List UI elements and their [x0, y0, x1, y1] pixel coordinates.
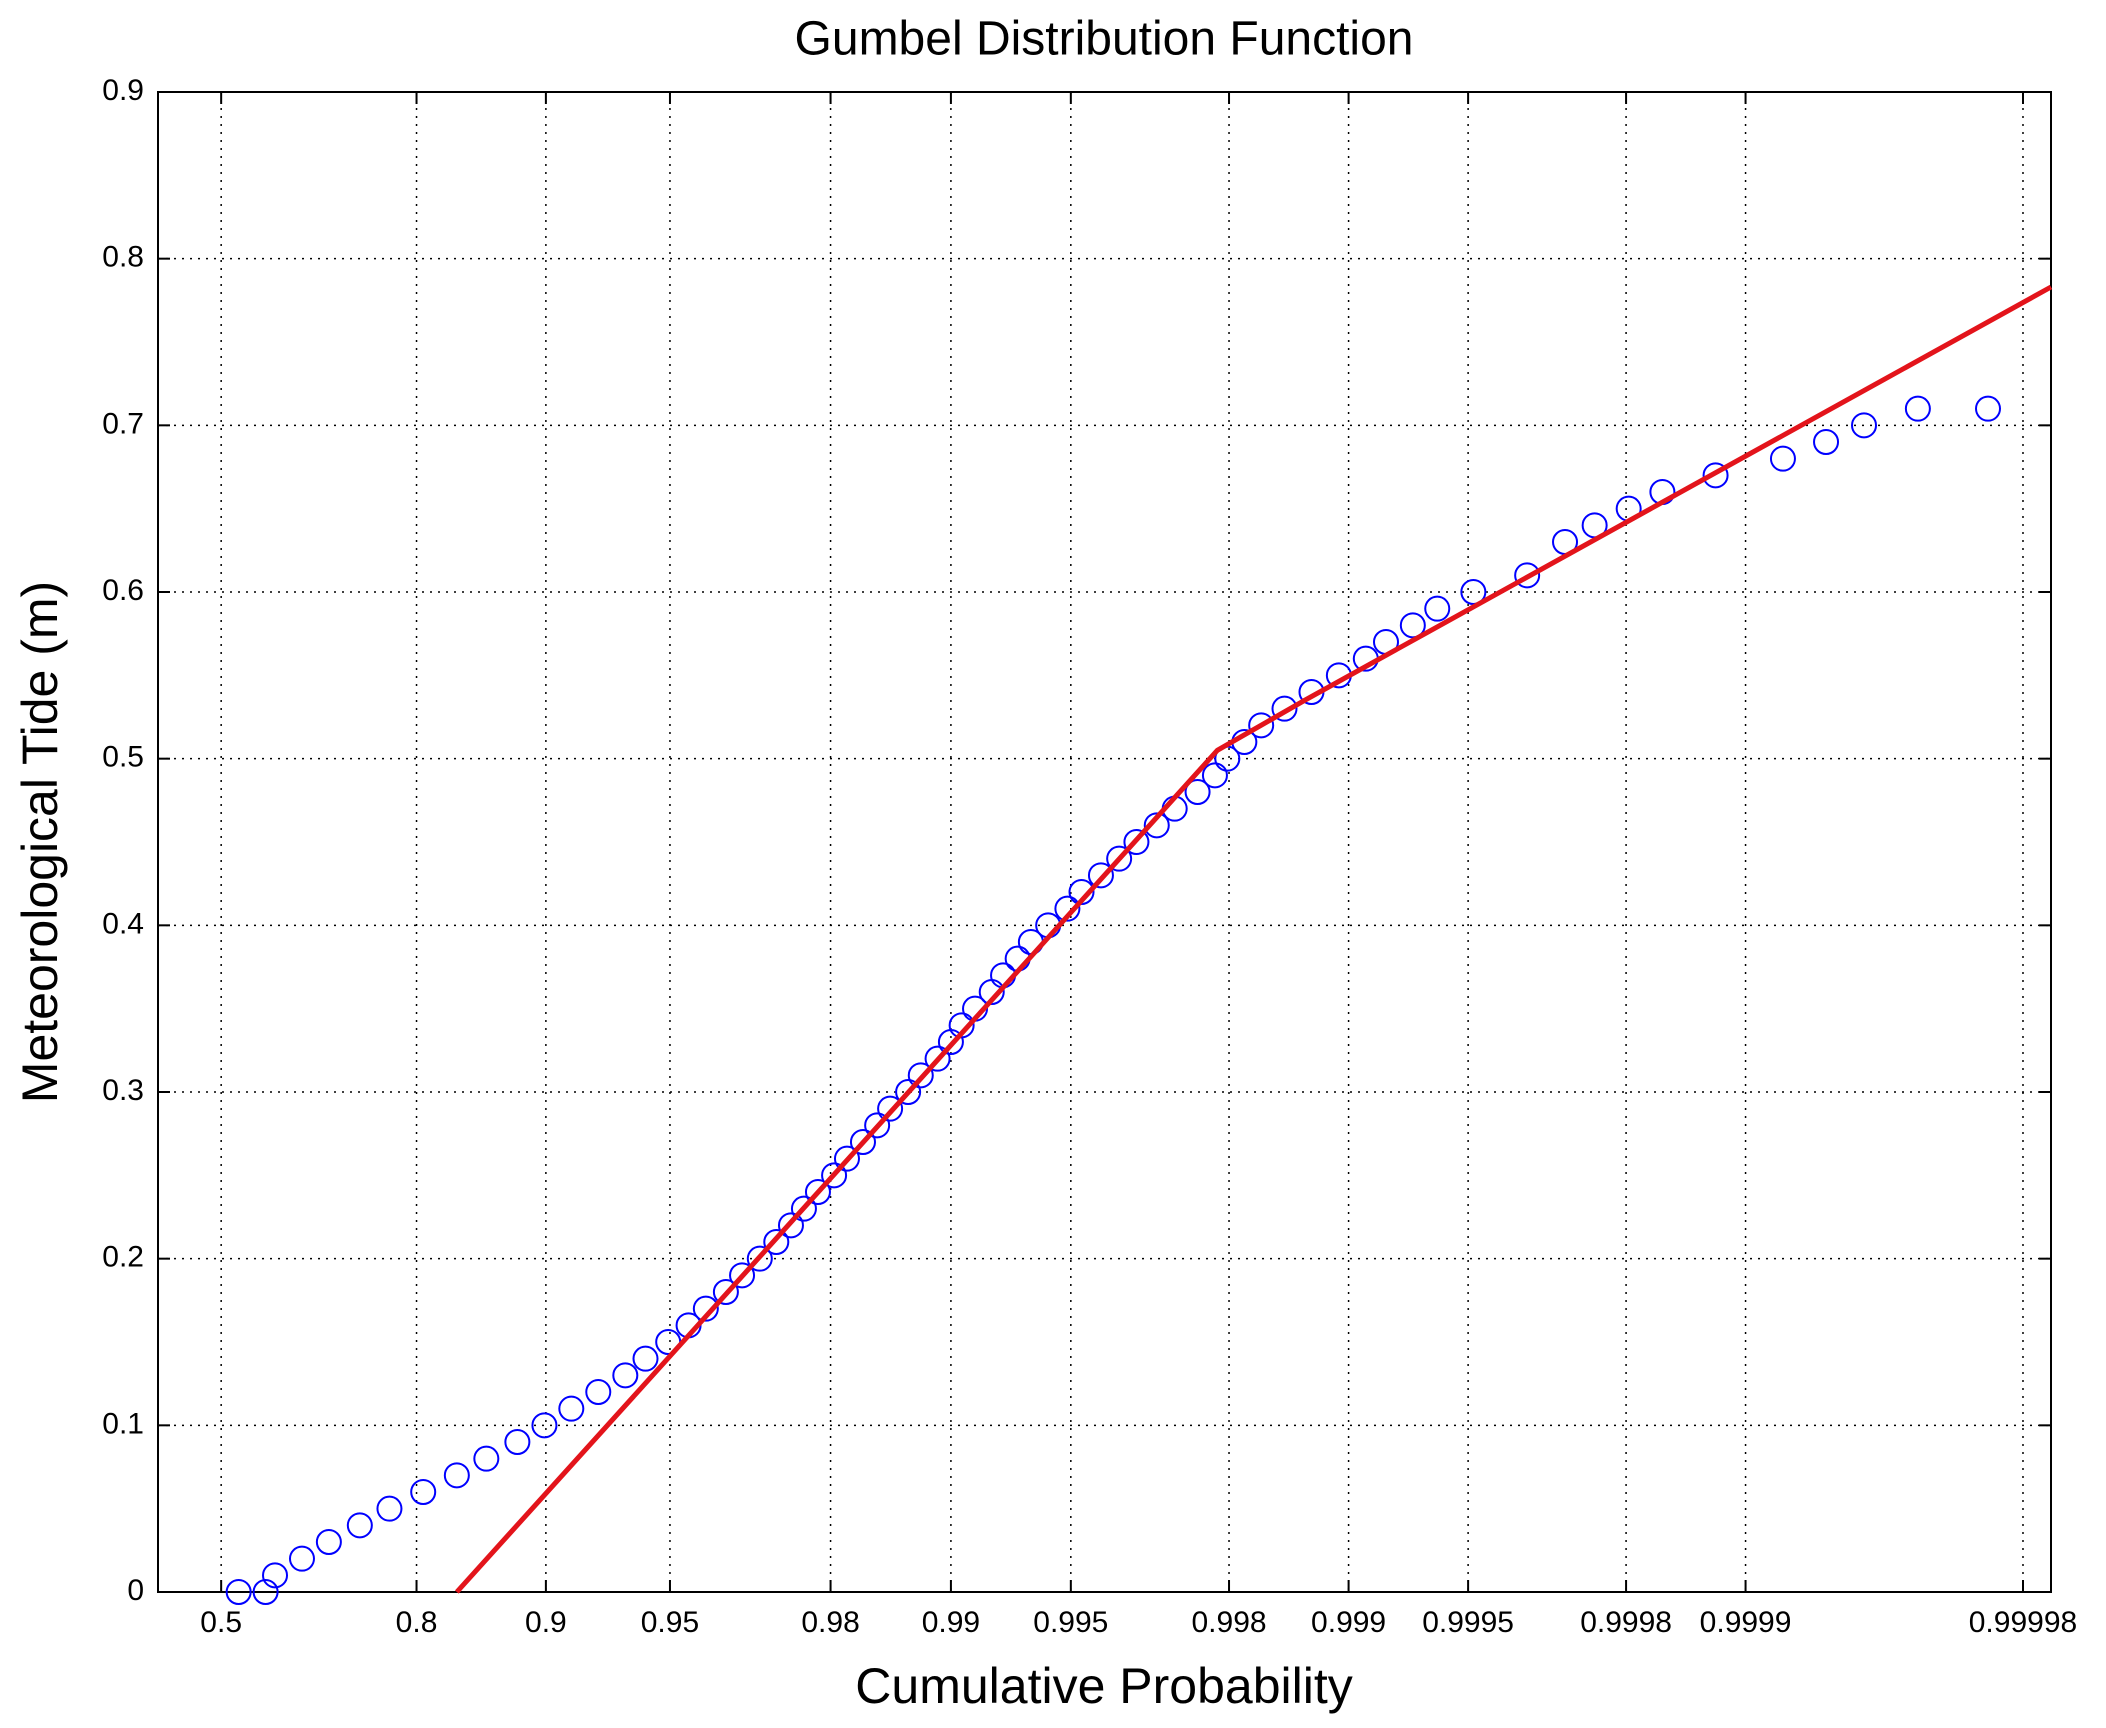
data-point	[1769, 445, 1796, 472]
x-tick-label: 0.99998	[1969, 1606, 2077, 1639]
x-axis-label: Cumulative Probability	[855, 1658, 1352, 1714]
y-tick-label: 0.2	[102, 1241, 144, 1274]
data-point	[504, 1429, 531, 1455]
data-point	[376, 1495, 403, 1522]
data-point	[777, 1212, 804, 1239]
data-point	[1248, 712, 1275, 739]
y-tick-label: 0.8	[102, 241, 144, 274]
data-point	[1143, 812, 1170, 839]
data-point	[729, 1262, 756, 1289]
data-point	[1399, 612, 1426, 639]
data-point	[558, 1395, 585, 1422]
x-tick-label: 0.995	[1033, 1606, 1108, 1639]
data-point	[712, 1279, 739, 1305]
y-tick-label: 0	[127, 1574, 144, 1607]
x-tick-label: 0.9998	[1580, 1606, 1672, 1639]
plot-frame	[157, 91, 2052, 1593]
x-tick-label: 0.9995	[1422, 1606, 1514, 1639]
x-tick-label: 0.999	[1311, 1606, 1386, 1639]
data-point	[225, 1579, 252, 1605]
y-tick-label: 0.4	[102, 907, 144, 940]
data-point	[1904, 395, 1931, 422]
x-tick-label: 0.8	[396, 1606, 438, 1639]
y-tick-label: 0.7	[102, 407, 144, 440]
data-point	[804, 1179, 831, 1205]
data-point	[948, 1012, 975, 1039]
y-tick-label: 0.9	[102, 74, 144, 107]
y-tick-label: 0.3	[102, 1074, 144, 1107]
x-tick-label: 0.98	[801, 1606, 859, 1639]
data-point	[612, 1362, 639, 1389]
data-point	[262, 1562, 289, 1589]
data-point	[895, 1079, 922, 1105]
x-tick-label: 0.95	[641, 1606, 699, 1639]
data-point	[746, 1245, 773, 1272]
y-tick-label: 0.6	[102, 574, 144, 607]
y-tick-label: 0.5	[102, 741, 144, 774]
data-point	[1851, 412, 1878, 439]
fit-line	[454, 284, 2053, 1594]
data-point	[821, 1162, 848, 1189]
data-point	[790, 1195, 817, 1222]
data-point	[849, 1129, 876, 1155]
data-point	[1087, 862, 1114, 889]
data-point	[1975, 395, 2002, 422]
data-point	[1054, 895, 1081, 922]
data-point	[692, 1295, 719, 1322]
data-point	[877, 1095, 904, 1122]
chart-title: Gumbel Distribution Function	[795, 13, 1414, 66]
y-tick-label: 0.1	[102, 1407, 144, 1440]
data-point	[763, 1229, 790, 1255]
data-point	[907, 1062, 934, 1089]
data-point	[1813, 429, 1840, 455]
data-point	[924, 1045, 951, 1072]
data-point	[1271, 695, 1298, 722]
data-point	[1702, 462, 1729, 489]
data-point	[531, 1412, 558, 1439]
data-point	[315, 1529, 342, 1555]
data-point	[833, 1145, 860, 1172]
data-point	[1460, 579, 1487, 605]
data-point	[473, 1445, 500, 1472]
data-point	[1123, 829, 1150, 855]
data-point	[1424, 595, 1451, 622]
data-point	[252, 1579, 279, 1605]
data-point	[1184, 779, 1211, 805]
data-point	[632, 1345, 659, 1372]
data-point	[585, 1379, 612, 1405]
x-tick-label: 0.5	[200, 1606, 242, 1639]
data-point	[1106, 845, 1133, 872]
data-point	[288, 1545, 315, 1572]
data-point	[410, 1479, 437, 1505]
x-tick-label: 0.9999	[1700, 1606, 1792, 1639]
data-point	[864, 1112, 891, 1139]
x-tick-label: 0.9	[525, 1606, 567, 1639]
data-point	[346, 1512, 373, 1539]
data-point	[443, 1462, 470, 1489]
x-tick-label: 0.99	[922, 1606, 980, 1639]
x-tick-label: 0.998	[1191, 1606, 1266, 1639]
y-axis-label: Meteorological Tide (m)	[12, 581, 68, 1103]
data-point	[1514, 562, 1541, 589]
data-point	[1201, 762, 1228, 789]
